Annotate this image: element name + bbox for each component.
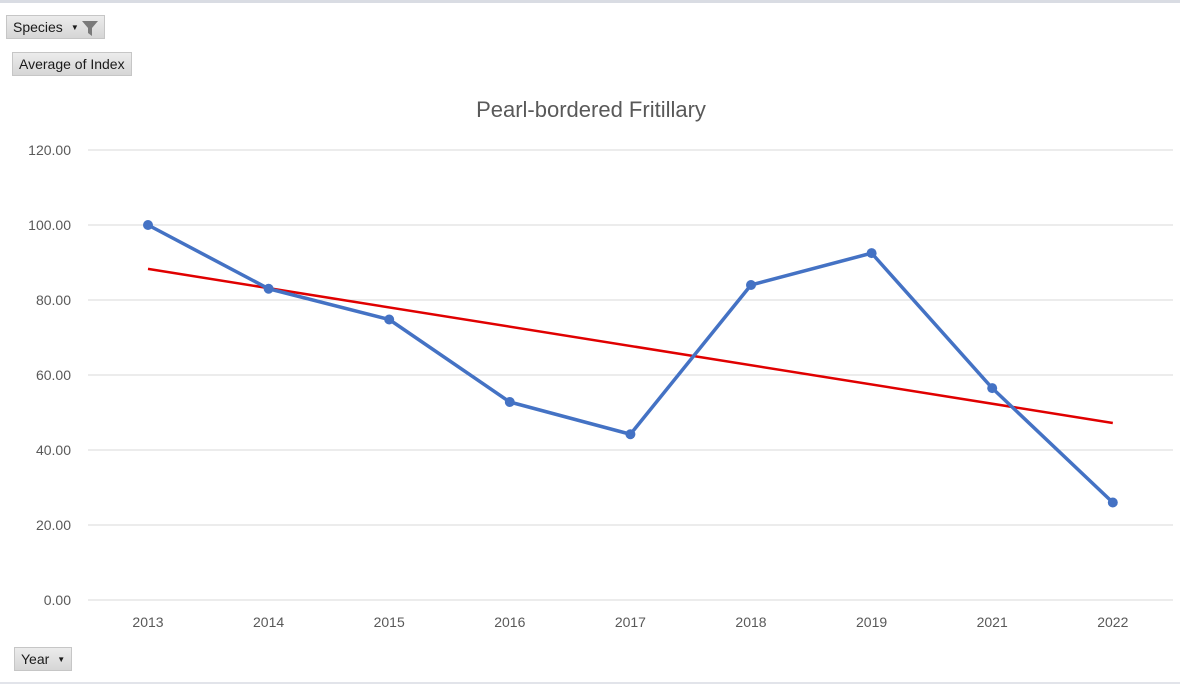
x-axis-tick-labels: 2013 2014 2015 2016 2017 2018 2019 2021 2022 xyxy=(132,614,1128,630)
x-tick-label: 2021 xyxy=(977,614,1008,630)
x-tick-label: 2017 xyxy=(615,614,646,630)
year-axis-field-label: Year xyxy=(21,651,50,667)
year-axis-field-button[interactable]: Year ▼ xyxy=(14,647,73,671)
trendline xyxy=(147,267,1113,425)
y-tick-label: 0.00 xyxy=(44,592,71,608)
data-point xyxy=(1107,497,1118,508)
x-tick-label: 2015 xyxy=(374,614,405,630)
data-point xyxy=(263,283,274,294)
data-point xyxy=(625,429,636,440)
data-point xyxy=(143,220,153,230)
data-point xyxy=(384,314,395,325)
y-tick-label: 100.00 xyxy=(28,217,71,233)
funnel-icon xyxy=(81,20,98,42)
species-filter-button[interactable]: Species ▼ xyxy=(6,15,105,39)
x-tick-label: 2022 xyxy=(1097,614,1128,630)
data-point xyxy=(746,280,756,290)
trendline-path xyxy=(147,267,1113,425)
x-tick-label: 2014 xyxy=(253,614,284,630)
series-line xyxy=(147,223,1115,504)
data-point xyxy=(987,383,998,394)
dropdown-arrow-icon[interactable]: ▼ xyxy=(57,655,66,664)
y-tick-label: 80.00 xyxy=(36,292,71,308)
x-tick-label: 2013 xyxy=(132,614,163,630)
series-markers xyxy=(143,220,1118,508)
x-tick-label: 2016 xyxy=(494,614,525,630)
x-tick-label: 2018 xyxy=(735,614,766,630)
y-axis-tick-labels: 0.00 20.00 40.00 60.00 80.00 100.00 120.00 xyxy=(28,142,71,608)
bottom-border xyxy=(0,682,1180,684)
y-tick-label: 60.00 xyxy=(36,367,71,383)
y-tick-label: 40.00 xyxy=(36,442,71,458)
value-field-label: Average of Index xyxy=(19,56,125,72)
data-point xyxy=(866,248,877,259)
y-tick-label: 120.00 xyxy=(28,142,71,158)
species-filter-label: Species xyxy=(13,19,63,35)
x-tick-label: 2019 xyxy=(856,614,887,630)
y-tick-label: 20.00 xyxy=(36,517,71,533)
data-point xyxy=(504,397,515,407)
chart-title: Pearl-bordered Fritillary xyxy=(476,97,706,122)
series-path xyxy=(147,223,1115,504)
gridlines xyxy=(88,149,1173,601)
top-border xyxy=(0,0,1180,3)
value-field-button[interactable]: Average of Index xyxy=(12,52,132,76)
dropdown-arrow-icon[interactable]: ▼ xyxy=(70,23,79,32)
